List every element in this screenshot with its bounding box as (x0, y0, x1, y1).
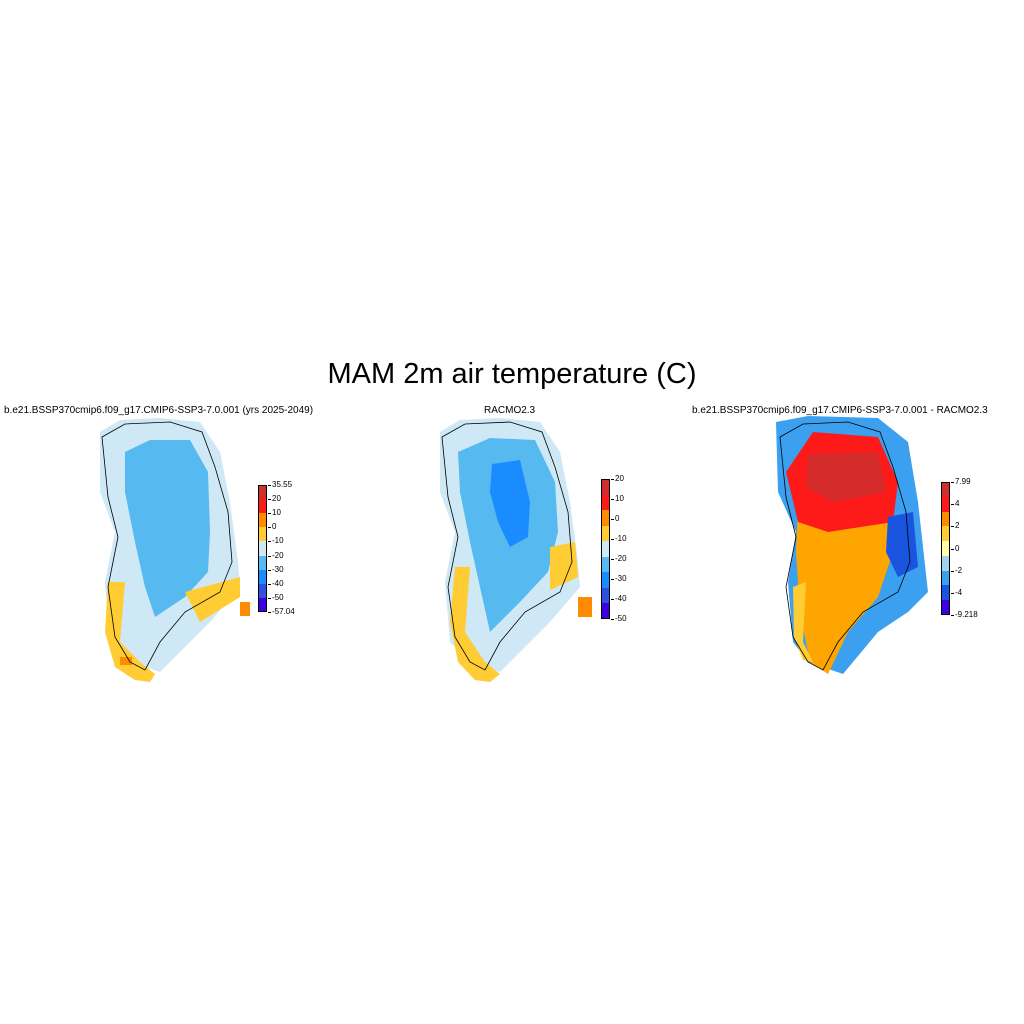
colorbar-tick (268, 555, 271, 557)
colorbar-swatch (941, 511, 950, 527)
colorbar-tick (611, 599, 614, 600)
colorbar-label: 0 (272, 522, 277, 532)
colorbar-swatch (601, 541, 610, 557)
colorbar-swatch (601, 603, 610, 619)
colorbar-swatch (941, 555, 950, 571)
colorbar-swatch (258, 597, 267, 612)
colorbar-tick (611, 539, 614, 540)
colorbar-swatch (258, 569, 267, 584)
colorbar-label: -4 (955, 587, 963, 597)
colorbar-label: 35.55 (272, 480, 293, 489)
colorbar-label: 10 (272, 508, 281, 518)
colorbar-tick (611, 499, 614, 500)
panel-3-south-coast (793, 582, 813, 662)
colorbar-label: -2 (955, 565, 963, 575)
colorbar-tick (951, 570, 954, 572)
colorbar-tick (951, 482, 954, 483)
colorbar-label: -20 (272, 550, 284, 560)
colorbar-swatch (601, 572, 610, 588)
panel-1-coastline (101, 421, 233, 671)
panel-1-interior (125, 440, 210, 617)
colorbar-tick (611, 519, 614, 520)
panel-3-north-core (806, 452, 886, 502)
colorbar-tick (268, 597, 271, 599)
panel-1-title: b.e21.BSSP370cmip6.f09_g17.CMIP6-SSP3-7.… (4, 405, 314, 416)
colorbar-label: -30 (615, 574, 627, 583)
colorbar-swatch (601, 494, 610, 511)
colorbar-tick (951, 548, 954, 550)
colorbar-tick (951, 615, 954, 616)
colorbar-tick (268, 485, 271, 486)
colorbar-swatch (258, 541, 267, 556)
colorbar-tick (611, 479, 614, 480)
colorbar-label: -30 (272, 564, 284, 574)
panel-3-coastline (779, 421, 911, 671)
colorbar-label: -10 (615, 534, 627, 543)
panel-2-coastline (441, 421, 573, 671)
colorbar-label: -50 (272, 592, 284, 602)
colorbar-tick (268, 527, 271, 529)
colorbar-tick (268, 569, 271, 571)
colorbar-label: -57.04 (272, 607, 295, 616)
colorbar-swatch (258, 527, 267, 542)
colorbar-label: -40 (272, 578, 284, 588)
colorbar-tick (268, 612, 271, 613)
colorbar-tick (951, 592, 954, 594)
colorbar-swatch (258, 513, 267, 528)
colorbar-label: -50 (615, 614, 627, 623)
colorbar-swatch (601, 479, 610, 495)
colorbar-swatch (258, 555, 267, 570)
colorbar-tick (951, 526, 954, 528)
colorbar-swatch (941, 496, 950, 512)
colorbar-swatch (601, 556, 610, 573)
colorbar-swatch (941, 570, 950, 586)
panel-2-core (490, 460, 530, 547)
colorbar-tick (611, 559, 614, 560)
figure-title: MAM 2m air temperature (C) (327, 358, 697, 390)
panel-1-map (100, 418, 250, 682)
colorbar-swatch (941, 585, 950, 601)
panel-2-south-coast (450, 567, 500, 682)
colorbar-label: -9.218 (955, 610, 978, 619)
colorbar-swatch (941, 482, 950, 497)
panel-1-hot-spot-1 (120, 657, 132, 665)
colorbar-tick (611, 579, 614, 580)
colorbar-swatch (601, 510, 610, 526)
colorbar-swatch (601, 525, 610, 542)
colorbar-tick (268, 513, 271, 515)
colorbar-label: 4 (955, 499, 960, 509)
panel-3-title: b.e21.BSSP370cmip6.f09_g17.CMIP6-SSP3-7.… (692, 405, 988, 416)
colorbar-label: 10 (615, 494, 624, 503)
panel-2-title: RACMO2.3 (484, 405, 536, 416)
colorbar-tick (268, 583, 271, 585)
panel-2-hot-spot (578, 597, 592, 617)
colorbar-label: 0 (615, 514, 620, 523)
colorbar-tick (951, 504, 954, 506)
colorbar-swatch (941, 600, 950, 615)
colorbar-label: -20 (615, 554, 627, 563)
colorbar-tick (268, 499, 271, 501)
panel-1-south-coast (105, 582, 155, 682)
colorbar-swatch (258, 499, 267, 514)
panel-1-hot-spot-2 (240, 602, 250, 616)
panel-1-southeast-coast (185, 577, 240, 622)
panel-3-interior (796, 507, 893, 674)
panel-2-map (440, 418, 592, 682)
colorbar-tick (268, 541, 271, 543)
colorbar-label: -10 (272, 536, 284, 546)
panel-3-map (776, 416, 928, 674)
colorbar-label: -40 (615, 594, 627, 603)
colorbar-swatch (941, 541, 950, 556)
colorbar-label: 2 (955, 521, 960, 531)
colorbar-label: 20 (615, 474, 624, 483)
colorbar-swatch (941, 526, 950, 542)
colorbar-tick (611, 619, 614, 620)
colorbar-swatch (258, 583, 267, 598)
colorbar-swatch (258, 485, 267, 500)
colorbar-label: 20 (272, 494, 281, 504)
colorbar-label: 7.99 (955, 477, 971, 486)
colorbar-swatch (601, 587, 610, 604)
colorbar-label: 0 (955, 543, 960, 553)
